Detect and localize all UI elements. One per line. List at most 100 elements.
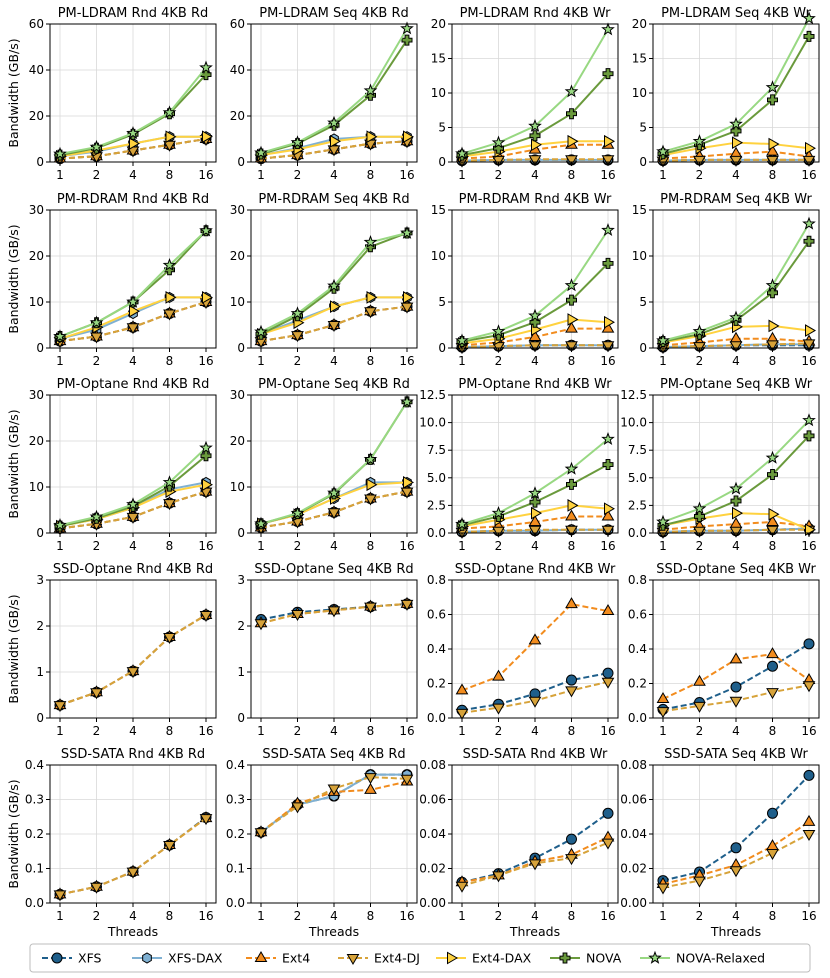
data-point bbox=[803, 30, 815, 42]
data-point bbox=[730, 681, 742, 693]
legend-marker bbox=[648, 950, 662, 964]
chart-title: SSD-Optane Seq 4KB Wr bbox=[656, 562, 816, 577]
x-tick-label: 4 bbox=[330, 724, 338, 738]
data-point bbox=[765, 278, 780, 292]
data-point bbox=[601, 838, 615, 850]
chart-pm-optane-rnd-4kb-wr: 0.0 2.5 5.0 7.5 10.0 12.5 1 2 4 8 16 PM-Optane Rnd … bbox=[419, 377, 619, 553]
y-tick-label: 0.0 bbox=[25, 896, 44, 910]
series-ext4-dj bbox=[53, 814, 213, 902]
series-ext4-dj bbox=[455, 525, 615, 539]
y-tick-label: 0.08 bbox=[620, 758, 647, 772]
data-point bbox=[366, 291, 378, 304]
x-tick-label: 4 bbox=[330, 539, 338, 553]
x-tick-label: 2 bbox=[495, 539, 503, 553]
data-point bbox=[163, 633, 176, 645]
y-tick-label: 7.5 bbox=[427, 443, 446, 457]
x-tick-label: 4 bbox=[330, 909, 338, 923]
data-point bbox=[162, 258, 177, 272]
data-point bbox=[565, 321, 578, 333]
data-point bbox=[492, 526, 505, 538]
data-point bbox=[529, 496, 541, 508]
data-point bbox=[327, 606, 341, 618]
data-point bbox=[803, 430, 815, 442]
data-point bbox=[126, 294, 140, 308]
data-point bbox=[126, 126, 140, 140]
data-point bbox=[729, 696, 743, 708]
data-point bbox=[656, 144, 670, 158]
x-tick-label: 1 bbox=[257, 168, 265, 182]
chart-title: PM-LDRAM Seq 4KB Wr bbox=[661, 6, 811, 21]
data-point bbox=[566, 294, 577, 306]
data-point bbox=[601, 22, 615, 36]
data-point bbox=[163, 841, 176, 853]
series-ext4-dj bbox=[455, 341, 615, 355]
legend-marker bbox=[447, 951, 458, 965]
chart-title: PM-RDRAM Seq 4KB Wr bbox=[660, 192, 812, 207]
data-point bbox=[565, 341, 578, 353]
x-tick-label: 16 bbox=[600, 539, 615, 553]
data-point bbox=[766, 514, 779, 526]
y-tick-label: 0 bbox=[36, 155, 44, 169]
y-tick-label: 10 bbox=[431, 86, 446, 100]
data-point bbox=[528, 155, 542, 167]
data-point bbox=[528, 696, 542, 708]
x-tick-label: 4 bbox=[531, 909, 539, 923]
y-tick-label: 15 bbox=[632, 203, 647, 217]
data-point bbox=[729, 517, 743, 529]
series-nova-relaxed bbox=[53, 223, 213, 343]
y-axis-label: Bandwidth (GB/s) bbox=[6, 38, 21, 147]
data-point bbox=[766, 155, 779, 167]
x-tick-label: 4 bbox=[129, 354, 137, 368]
data-point bbox=[366, 478, 378, 492]
data-point bbox=[492, 669, 505, 681]
data-point bbox=[729, 331, 743, 343]
data-point bbox=[165, 291, 177, 304]
x-tick-label: 16 bbox=[801, 539, 816, 553]
data-point bbox=[766, 647, 779, 659]
y-tick-label: 12.5 bbox=[620, 388, 647, 402]
data-point bbox=[730, 495, 742, 507]
data-point bbox=[802, 413, 816, 427]
data-point bbox=[693, 155, 706, 167]
legend-label: NOVA-Relaxed bbox=[676, 951, 765, 966]
x-tick-label: 4 bbox=[732, 168, 740, 182]
y-tick-label: 10 bbox=[632, 86, 647, 100]
legend-marker bbox=[254, 951, 268, 962]
data-point bbox=[564, 461, 579, 475]
y-tick-label: 5 bbox=[639, 295, 647, 309]
y-tick-label: 1 bbox=[237, 665, 245, 679]
data-point bbox=[565, 509, 578, 521]
series-nova bbox=[456, 68, 614, 161]
x-tick-label: 2 bbox=[696, 168, 704, 182]
y-tick-label: 1 bbox=[36, 665, 44, 679]
y-tick-label: 5.0 bbox=[628, 471, 647, 485]
data-point bbox=[53, 701, 67, 713]
legend-item-ext4: Ext4 bbox=[246, 951, 310, 966]
y-tick-label: 2 bbox=[36, 619, 44, 633]
data-point bbox=[531, 138, 542, 152]
y-tick-label: 30 bbox=[230, 388, 245, 402]
x-axis-label: Threads bbox=[107, 924, 158, 939]
legend-label: Ext4 bbox=[282, 951, 310, 966]
data-point bbox=[492, 871, 505, 883]
data-point bbox=[400, 302, 414, 314]
y-tick-label: 2.5 bbox=[427, 498, 446, 512]
y-tick-label: 30 bbox=[230, 203, 245, 217]
data-point bbox=[53, 329, 67, 343]
data-point bbox=[290, 306, 305, 320]
data-point bbox=[129, 137, 140, 150]
data-point bbox=[528, 118, 542, 132]
data-point bbox=[566, 108, 577, 120]
x-tick-label: 16 bbox=[198, 909, 213, 923]
y-tick-label: 0 bbox=[237, 341, 245, 355]
x-tick-label: 8 bbox=[769, 354, 777, 368]
y-tick-label: 0 bbox=[438, 341, 446, 355]
data-point bbox=[601, 677, 615, 689]
data-point bbox=[455, 683, 469, 695]
series-nova bbox=[657, 430, 815, 531]
data-point bbox=[732, 136, 743, 150]
x-tick-label: 2 bbox=[696, 539, 704, 553]
